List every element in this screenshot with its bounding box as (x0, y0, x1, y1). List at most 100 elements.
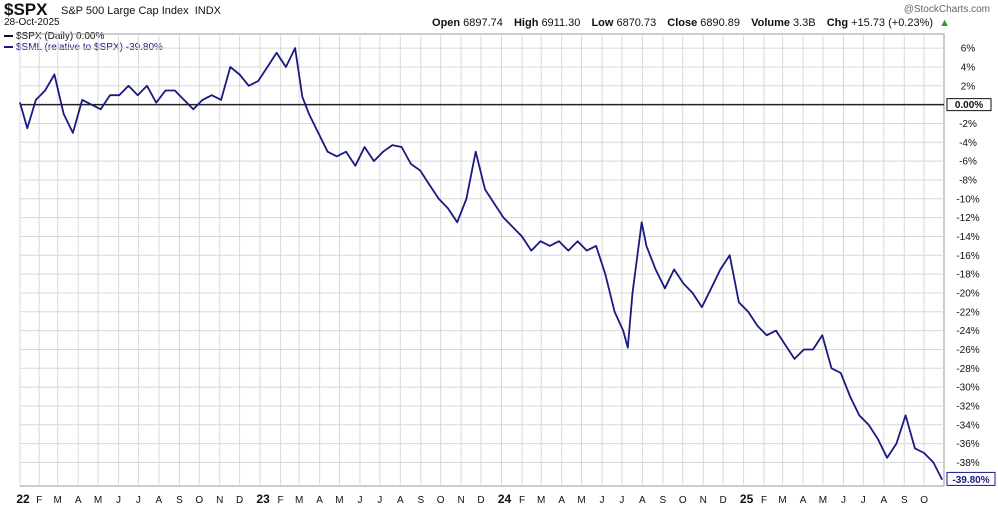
series-point (840, 372, 842, 374)
series-point (72, 132, 74, 134)
high-label: High (513, 17, 539, 29)
x-tick-label: 22 (16, 492, 30, 506)
x-tick-label: J (861, 495, 866, 506)
x-tick-label: A (156, 495, 163, 506)
series-point (345, 151, 347, 153)
series-point (775, 330, 777, 332)
low-value: 6870.73 (616, 17, 657, 29)
series-point (905, 414, 907, 416)
series-point (586, 249, 588, 252)
x-tick-label: A (639, 495, 646, 506)
series-point (465, 198, 468, 200)
series-point (923, 452, 925, 454)
series-point (164, 89, 167, 92)
x-tick-label: M (577, 495, 585, 506)
close-value: 6890.89 (700, 17, 741, 29)
series-point (100, 108, 102, 110)
series-point (484, 188, 486, 190)
y-tick-label: 4% (961, 62, 976, 73)
series-point (90, 104, 93, 106)
last-value-box (946, 471, 996, 486)
x-tick-label: S (901, 495, 908, 506)
change-value: +15.73 (+0.23%) (851, 17, 934, 29)
x-tick-label: F (761, 495, 767, 506)
x-tick-label: O (437, 495, 445, 506)
y-tick-label: -20% (956, 288, 979, 299)
x-tick-label: S (417, 495, 424, 506)
x-tick-label: A (558, 495, 565, 506)
x-tick-label: M (94, 495, 102, 506)
legend-swatch-sml (4, 46, 13, 49)
series-point (220, 99, 222, 101)
series-point (137, 94, 139, 96)
legend-item-sml: $SML (relative to $SPX) -39.80% (4, 42, 163, 53)
series-point (803, 348, 805, 351)
series-point (895, 443, 897, 445)
x-tick-label: F (36, 495, 42, 506)
series-point (710, 287, 712, 289)
series-point (183, 99, 185, 101)
x-tick-label: M (335, 495, 343, 506)
series-point (118, 94, 120, 96)
x-tick-label: J (377, 495, 382, 506)
y-tick-label: -18% (956, 270, 979, 281)
volume-value: 3.3B (793, 17, 816, 29)
series-point (567, 249, 569, 252)
y-tick-label: -32% (956, 401, 979, 412)
series-point (932, 461, 935, 464)
series-point (109, 94, 111, 96)
y-tick-label: -4% (959, 138, 977, 149)
series-point (558, 240, 560, 242)
series-point (738, 301, 740, 303)
y-tick-label: -34% (956, 420, 979, 431)
series-point (229, 66, 231, 68)
series-point (127, 85, 130, 87)
series-point (821, 334, 823, 336)
y-tick-label: -28% (956, 364, 979, 375)
series-point (576, 240, 579, 242)
volume-label: Volume (751, 17, 790, 29)
x-tick-label: J (619, 495, 624, 506)
series-point (63, 113, 65, 115)
x-tick-label: A (316, 495, 323, 506)
x-tick-label: N (216, 495, 223, 506)
x-tick-label: A (800, 495, 807, 506)
series-point (604, 273, 606, 275)
x-tick-label: D (477, 495, 484, 506)
up-arrow-icon: ▲ (939, 17, 950, 29)
y-tick-label: -8% (959, 175, 977, 186)
series-point (354, 165, 356, 167)
series-point (766, 334, 768, 336)
series-point (655, 268, 657, 271)
series-point (756, 325, 759, 327)
x-tick-label: S (660, 495, 667, 506)
series-point (317, 132, 319, 134)
series-point (641, 221, 643, 223)
series-point (877, 438, 879, 440)
y-tick-label: -12% (956, 213, 979, 224)
open-label: Open (432, 17, 461, 29)
series-point (382, 151, 384, 153)
stockcharts-brand: @StockCharts.com (903, 4, 990, 15)
x-tick-label: F (278, 495, 284, 506)
legend-swatch-spx (4, 35, 13, 38)
legend-text-sml: $SML (relative to $SPX) -39.80% (16, 42, 163, 53)
y-tick-label: -14% (956, 232, 979, 243)
series-point (793, 358, 796, 360)
quote-summary: Open 6897.74 High 6911.30 Low 6870.73 Close… (424, 17, 950, 29)
series-point (155, 102, 157, 104)
series-point (192, 108, 194, 110)
series-point (35, 99, 37, 101)
x-tick-label: A (880, 495, 887, 506)
x-tick-label: J (357, 495, 362, 506)
x-tick-label: N (458, 495, 465, 506)
series-point (812, 348, 814, 351)
series-point (326, 151, 329, 153)
legend-item-spx: $SPX (Daily) 0.00% (4, 31, 104, 42)
x-tick-label: J (116, 495, 121, 506)
y-tick-label: -30% (956, 383, 979, 394)
series-point (784, 344, 786, 346)
series-point (622, 330, 624, 332)
series-point (146, 85, 148, 87)
